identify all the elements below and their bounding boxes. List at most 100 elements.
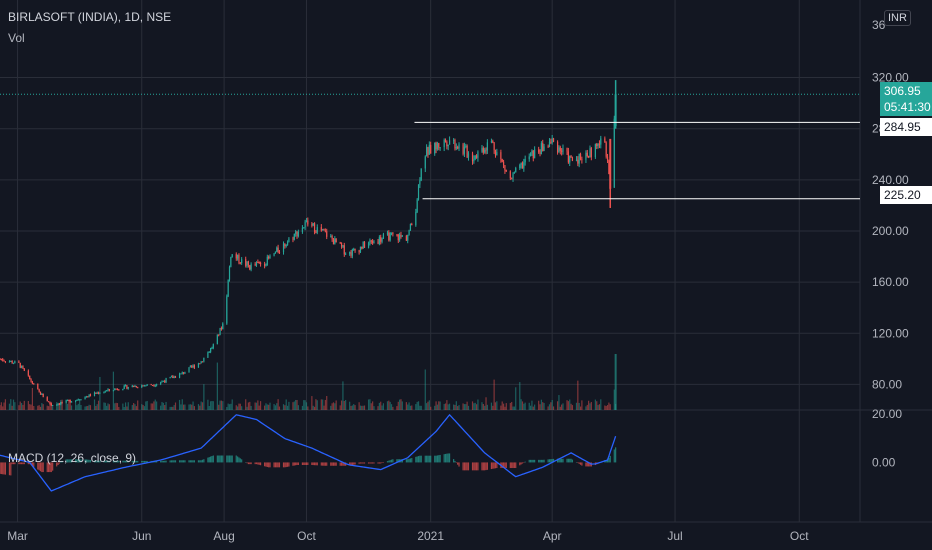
candle-body (407, 234, 409, 241)
volume-bar (226, 406, 228, 410)
macd-histogram-bar (27, 462, 29, 465)
candle-body (331, 236, 333, 240)
macd-histogram-bar (39, 462, 42, 472)
candle-body (23, 368, 25, 371)
candle-body (285, 245, 287, 247)
volume-bar (258, 405, 260, 410)
volume-bar (0, 405, 1, 410)
volume-bar (594, 399, 596, 410)
candle-body (559, 147, 561, 151)
candle-body (320, 227, 322, 231)
volume-bar (296, 400, 298, 410)
macd-histogram-bar (512, 462, 514, 469)
volume-bar (151, 403, 154, 410)
macd-label[interactable]: MACD (12, 26, close, 9) (8, 451, 137, 465)
macd-histogram-bar (131, 460, 133, 463)
volume-bar (388, 400, 390, 410)
volume-bar (463, 404, 466, 410)
candle-body (485, 149, 487, 151)
candle-body (269, 255, 271, 259)
volume-bar (146, 400, 148, 410)
volume-bar (529, 405, 532, 410)
volume-bar (133, 403, 135, 410)
volume-bar (332, 402, 335, 410)
candle-body (133, 385, 135, 387)
macd-histogram-bar (201, 459, 204, 463)
macd-histogram-bar (19, 462, 21, 465)
candle-body (471, 153, 474, 162)
candle-body (494, 150, 497, 156)
volume-label[interactable]: Vol (8, 31, 25, 45)
candle-body (77, 399, 79, 401)
macd-histogram-bar (80, 459, 82, 463)
macd-histogram-bar (37, 462, 39, 470)
volume-bar (239, 403, 241, 410)
candle-body (230, 257, 232, 267)
candle-body (150, 384, 152, 386)
macd-histogram-bar (212, 455, 214, 463)
candle-body (369, 240, 371, 244)
candle-body (38, 389, 40, 392)
volume-bar (490, 402, 493, 410)
macd-histogram-bar (230, 455, 232, 463)
candle-body (386, 232, 389, 235)
candle-body (173, 376, 175, 379)
macd-histogram-bar (528, 459, 530, 463)
volume-bar (505, 403, 507, 410)
candle-body (377, 241, 379, 244)
candle-body (415, 212, 417, 226)
candle-body (127, 387, 129, 389)
support-resistance-lines[interactable] (0, 93, 860, 200)
macd-histogram-bar (208, 457, 210, 463)
volume-bar (76, 405, 78, 410)
candle-body (106, 390, 108, 392)
candle-body (605, 142, 607, 157)
macd-histogram-bar (207, 457, 209, 463)
volume-bar (486, 404, 488, 410)
macd-histogram-bar (68, 459, 70, 463)
volume-bar (277, 399, 279, 410)
candle-body (11, 361, 13, 364)
macd-histogram-bar (444, 453, 447, 463)
volume-bar (331, 403, 333, 410)
macd-histogram-bar (411, 458, 413, 463)
candle-body (114, 388, 116, 391)
macd-histogram-bar (589, 462, 591, 467)
volume-bar (160, 405, 162, 410)
candle-body (50, 403, 52, 406)
candle-body (126, 385, 128, 389)
candle-body (334, 238, 336, 245)
macd-histogram-bar (95, 460, 97, 463)
macd-histogram-bar (50, 462, 52, 473)
volume-bar (31, 388, 34, 410)
currency-badge[interactable]: INR (884, 10, 911, 26)
volume-bar (543, 403, 545, 410)
candle-body (112, 390, 115, 392)
candle-body (608, 160, 610, 175)
volume-bar (170, 406, 173, 410)
volume-bar (323, 405, 325, 410)
macd-histogram-bar (292, 462, 294, 466)
volume-bar (515, 387, 517, 410)
candle-body (208, 351, 210, 353)
volume-bar (216, 362, 218, 410)
macd-histogram-bar (286, 462, 289, 467)
volume-bar (169, 406, 171, 410)
macd-histogram-bar (161, 460, 163, 463)
volume-bar (230, 403, 232, 410)
volume-bar (419, 405, 421, 410)
macd-histogram-bar (471, 462, 474, 471)
candle-body (345, 253, 347, 255)
candle-body (596, 144, 598, 147)
volume-bar (266, 404, 268, 410)
macd-histogram-bar (250, 462, 252, 465)
symbol-title[interactable]: BIRLASOFT (INDIA), 1D, NSE (8, 10, 172, 24)
candle-body (606, 156, 609, 161)
candle-body (282, 243, 285, 253)
macd-histogram-bar (259, 462, 262, 466)
volume-bar (349, 401, 351, 410)
candle-body (146, 384, 148, 386)
candle-body (156, 384, 158, 386)
candle-body (428, 144, 430, 155)
